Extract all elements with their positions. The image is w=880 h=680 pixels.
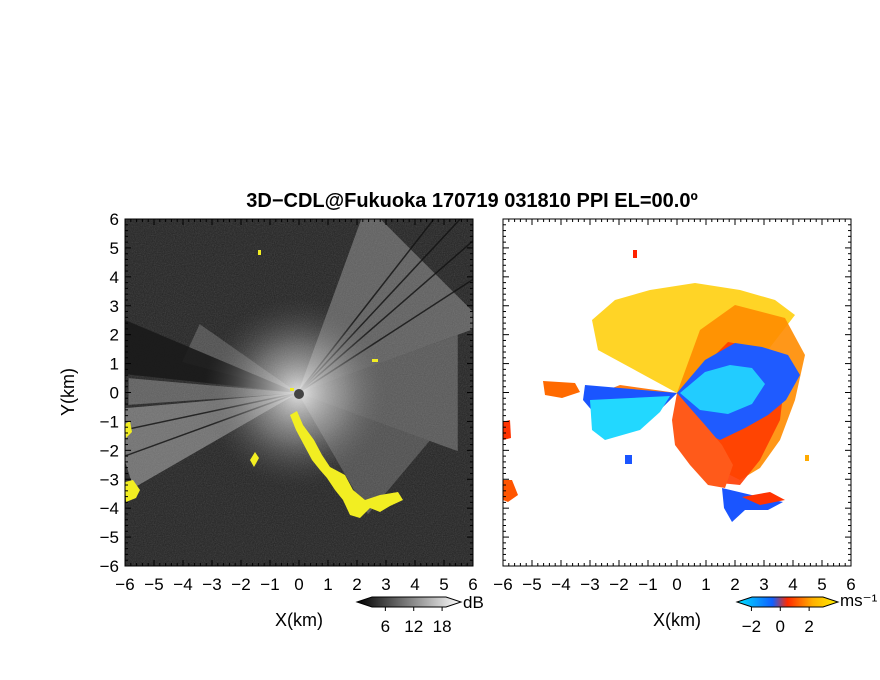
x-tick-label: −5: [144, 575, 163, 594]
velocity-region-cyan-west: [590, 396, 670, 440]
colorbar-tick-label: 18: [433, 617, 452, 636]
reflectivity-x-axis-label: X(km): [275, 610, 323, 630]
x-tick-label: 1: [701, 575, 710, 594]
colorbar-tick-label: 12: [404, 617, 423, 636]
velocity-colorbar-ticks: −2 0 2: [742, 607, 814, 636]
radar-site-marker: [294, 389, 304, 399]
x-tick-label: −3: [202, 575, 221, 594]
velocity-axes: −6 −5 −4 −3 −2 −1 0 1 2 3 4 5 6: [493, 218, 856, 594]
x-tick-label: −4: [173, 575, 192, 594]
x-tick-label: 2: [730, 575, 739, 594]
reflectivity-colorbar-ticks: 6 12 18: [381, 607, 452, 636]
x-tick-label: 0: [672, 575, 681, 594]
velocity-colorbar-bar: [735, 596, 840, 608]
y-tick-label: −2: [100, 441, 119, 460]
y-tick-label: −6: [100, 557, 119, 576]
y-tick-label: 2: [110, 326, 119, 345]
x-tick-label: 3: [381, 575, 390, 594]
reflectivity-colorbar-unit: dB: [463, 593, 484, 612]
x-tick-label: 5: [817, 575, 826, 594]
yellow-echo-speck-east: [372, 359, 378, 362]
velocity-x-axis-label: X(km): [653, 610, 701, 630]
reflectivity-colorbar-bar: [355, 596, 463, 608]
x-tick-label: −5: [522, 575, 541, 594]
velocity-colorbar-unit: ms⁻¹: [840, 591, 878, 610]
velocity-region-orange-far-west: [543, 381, 580, 398]
reflectivity-plot-area: [125, 219, 473, 566]
yellow-echo-patch-west: [125, 480, 140, 502]
y-tick-label: −3: [100, 470, 119, 489]
velocity-panel: −6 −5 −4 −3 −2 −1 0 1 2 3 4 5 6 X(km) −2 0 2 ms⁻¹: [493, 218, 878, 636]
x-tick-label: 6: [468, 575, 477, 594]
reflectivity-colorbar: 6 12 18 dB: [355, 593, 484, 636]
x-tick-label: −6: [115, 575, 134, 594]
velocity-speck-south: [625, 455, 632, 464]
x-tick-label: 4: [788, 575, 797, 594]
y-tick-label: 5: [110, 239, 119, 258]
velocity-fields: [503, 250, 809, 522]
yellow-echo-patch-small: [250, 452, 259, 467]
x-tick-label: −6: [493, 575, 512, 594]
y-tick-label: −4: [100, 499, 119, 518]
x-tick-label: −2: [231, 575, 250, 594]
velocity-speck-north: [633, 250, 637, 258]
colorbar-tick-label: 0: [776, 617, 785, 636]
colorbar-tick-label: 6: [381, 617, 390, 636]
velocity-colorbar: −2 0 2 ms⁻¹: [735, 591, 878, 636]
velocity-region-west-edge: [503, 480, 518, 502]
yellow-echo-ridge: [290, 411, 403, 518]
velocity-plot-area: [503, 219, 851, 566]
x-tick-label: −3: [580, 575, 599, 594]
yellow-echo-regions: [125, 250, 403, 518]
x-tick-label: 4: [410, 575, 419, 594]
y-tick-label: 1: [110, 355, 119, 374]
chart-title: 3D−CDL@Fukuoka 170719 031810 PPI EL=00.0…: [246, 190, 698, 212]
x-tick-label: −2: [609, 575, 628, 594]
velocity-region-southeast-tail: [722, 488, 783, 522]
y-tick-label: −5: [100, 528, 119, 547]
y-tick-label: −1: [100, 412, 119, 431]
y-tick-label: 0: [110, 384, 119, 403]
x-tick-label: 5: [439, 575, 448, 594]
velocity-region-southeast-tail-red: [742, 492, 785, 505]
velocity-speck-east: [805, 455, 809, 461]
yellow-echo-speck-center: [290, 388, 294, 391]
yellow-echo-speck-north: [258, 250, 261, 255]
x-tick-label: −1: [638, 575, 657, 594]
velocity-region-cyan-east: [680, 365, 765, 414]
x-tick-label: −1: [260, 575, 279, 594]
x-tick-label: −4: [551, 575, 570, 594]
y-tick-label: 6: [110, 210, 119, 229]
x-tick-label: 1: [323, 575, 332, 594]
reflectivity-y-axis-label: Y(km): [58, 368, 78, 416]
colorbar-tick-label: 2: [804, 617, 813, 636]
x-tick-label: 2: [352, 575, 361, 594]
y-tick-label: 3: [110, 297, 119, 316]
x-tick-label: 3: [759, 575, 768, 594]
colorbar-tick-label: −2: [742, 617, 761, 636]
y-tick-label: 4: [110, 268, 119, 287]
x-tick-label: 0: [294, 575, 303, 594]
yellow-echo-patch-northwest: [125, 421, 132, 438]
velocity-region-west-edge-top: [503, 420, 511, 440]
x-tick-label: 6: [846, 575, 855, 594]
reflectivity-axes: −6 −5 −4 −3 −2 −1 0 1 2 3 4 5 6 6 5 4 3 2 1 0 −1 −2 −3 −4 −5 −6: [100, 210, 478, 594]
velocity-region-red-southwest: [672, 393, 733, 488]
